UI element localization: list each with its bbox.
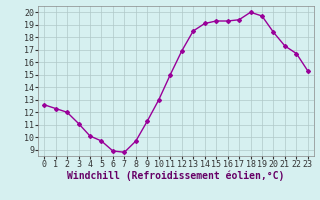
X-axis label: Windchill (Refroidissement éolien,°C): Windchill (Refroidissement éolien,°C)	[67, 171, 285, 181]
